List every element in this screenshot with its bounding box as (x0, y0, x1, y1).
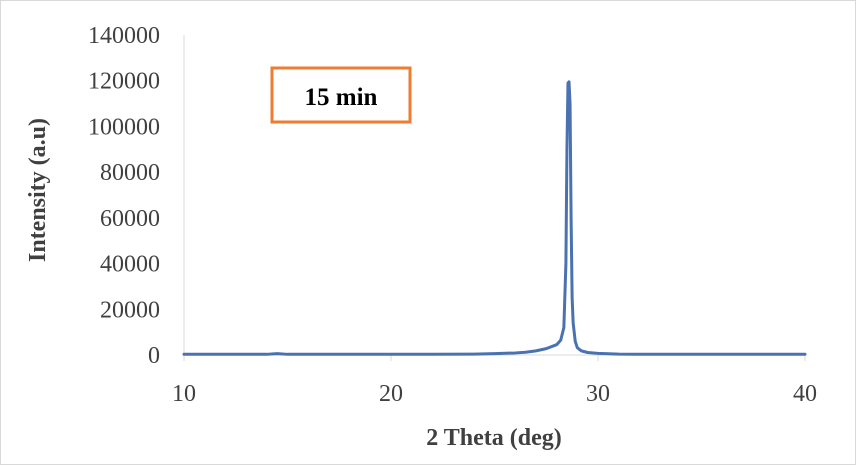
x-axis: 10 20 30 40 (172, 354, 817, 407)
y-tick-label: 20000 (100, 297, 160, 323)
annotation-box: 15 min (270, 66, 412, 124)
y-tick-label: 140000 (88, 23, 160, 49)
x-tick-label: 30 (586, 381, 610, 407)
y-tick-label: 80000 (100, 160, 160, 186)
y-axis: 0 20000 40000 60000 80000 100000 120000 140000 (88, 23, 185, 369)
x-tick-label: 10 (172, 381, 196, 407)
series-group (182, 80, 807, 356)
y-tick-label: 40000 (100, 252, 160, 278)
y-tick-label: 60000 (100, 206, 160, 232)
series-line-0 (182, 80, 807, 356)
x-tick-label: 40 (793, 381, 817, 407)
y-tick-label: 0 (148, 343, 160, 369)
x-tick-label: 20 (379, 381, 403, 407)
y-tick-label: 120000 (88, 69, 160, 95)
annotation-label: 15 min (305, 84, 378, 111)
annotation-border (270, 66, 412, 124)
y-axis-title: Intensity (a.u) (25, 118, 51, 262)
x-axis-title: 2 Theta (deg) (426, 425, 562, 451)
y-tick-label: 100000 (88, 114, 160, 140)
